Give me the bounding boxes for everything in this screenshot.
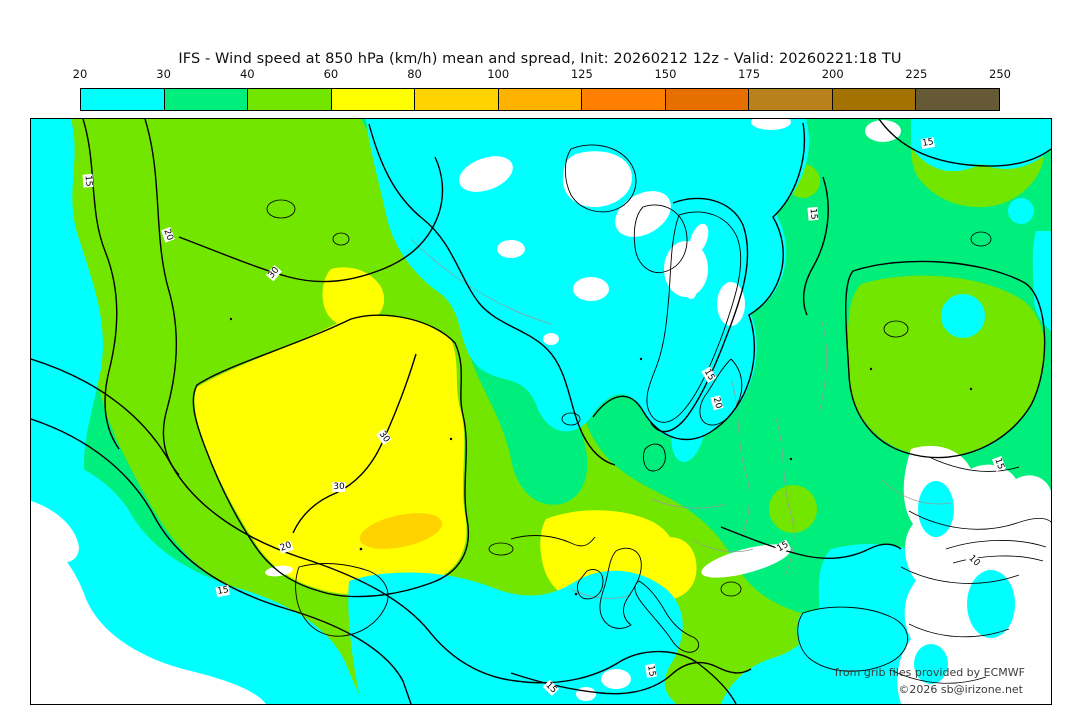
- coastlines: [295, 144, 909, 672]
- colorbar-segment-175-200: [749, 89, 833, 110]
- contour-label-15: 15: [82, 173, 94, 189]
- colorbar-tick-225: 225: [905, 67, 928, 81]
- colorbar-tick-80: 80: [407, 67, 422, 81]
- colorbar-tick-175: 175: [738, 67, 761, 81]
- wind-speed-map: 15 20 30 30 30 20 15 15 15 15 20 15 15 15 10 15 from gr…: [30, 118, 1052, 705]
- spread-contour-lines-thin: [266, 199, 1051, 684]
- colorbar-segment-125-150: [582, 89, 666, 110]
- colorbar-tick-30: 30: [156, 67, 171, 81]
- colorbar-segment-20-30: [81, 89, 165, 110]
- colorbar-segment-60-80: [331, 89, 416, 110]
- colorbar-tick-100: 100: [487, 67, 510, 81]
- map-canvas: [31, 119, 1051, 704]
- attribution-copyright: ©2026 sb@irizone.net: [898, 683, 1023, 696]
- colorbar-tick-60: 60: [323, 67, 339, 81]
- spread-contour-lines: [31, 119, 1051, 704]
- contour-label-30: 30: [332, 482, 346, 492]
- colorbar-tick-20: 20: [72, 67, 88, 81]
- colorbar-segment-80-100: [415, 89, 499, 110]
- colorbar-segment-225-250: [916, 89, 1000, 110]
- attribution-source: from grib files provided by ECMWF: [834, 666, 1025, 679]
- colorbar-segment-100-125: [498, 89, 583, 110]
- map-specks: [229, 317, 973, 596]
- colorbar-tick-250: 250: [989, 67, 1011, 81]
- fill-core-80-100: [359, 513, 443, 549]
- fill-cyan-over-white: [914, 481, 1015, 684]
- colorbar-tick-200: 200: [821, 67, 844, 81]
- contour-label-15: 15: [644, 663, 658, 679]
- colorbar-tick-125: 125: [570, 67, 593, 81]
- colorbar-ticks: 20 30 40 60 80 100 125 150 175 200 225 250: [73, 67, 1011, 81]
- colorbar-tick-150: 150: [654, 67, 677, 81]
- colorbar-segment-150-175: [665, 89, 750, 110]
- colorbar-segment-40-60: [248, 89, 332, 110]
- country-border-lines: [410, 238, 952, 599]
- page-title: IFS - Wind speed at 850 hPa (km/h) mean …: [178, 51, 902, 67]
- colorbar-segments: [80, 88, 1000, 111]
- colorbar-segment-200-225: [832, 89, 917, 110]
- colorbar-tick-40: 40: [239, 67, 255, 81]
- colorbar-segment-30-40: [164, 89, 249, 110]
- contour-label-15: 15: [807, 206, 819, 222]
